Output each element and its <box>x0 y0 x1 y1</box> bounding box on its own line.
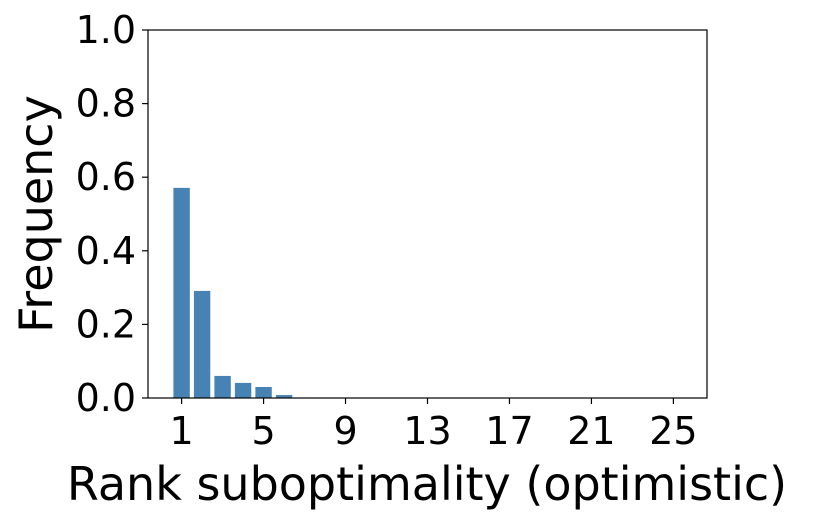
bar <box>275 395 293 398</box>
x-tick-label: 25 <box>649 409 697 453</box>
y-tick-label: 0.4 <box>76 229 136 273</box>
y-tick-label: 0.0 <box>76 376 136 420</box>
x-tick-label: 9 <box>333 409 357 453</box>
x-tick-label: 5 <box>251 409 275 453</box>
bar <box>214 375 231 398</box>
plot-frame <box>147 29 708 399</box>
y-tick-label: 0.2 <box>76 302 136 346</box>
bar <box>173 187 190 398</box>
x-tick-label: 1 <box>170 409 194 453</box>
y-tick-label: 1.0 <box>76 8 136 52</box>
bar <box>193 290 211 398</box>
x-tick-label: 17 <box>485 409 533 453</box>
y-tick-label: 0.8 <box>76 82 136 126</box>
y-axis-label: Frequency <box>9 95 63 333</box>
x-tick-label: 13 <box>403 409 451 453</box>
x-tick-label: 21 <box>567 409 615 453</box>
y-tick-label: 0.6 <box>76 155 136 199</box>
x-axis-label: Rank suboptimality (optimistic) <box>67 457 787 511</box>
bar <box>234 382 252 398</box>
bar <box>255 386 272 398</box>
